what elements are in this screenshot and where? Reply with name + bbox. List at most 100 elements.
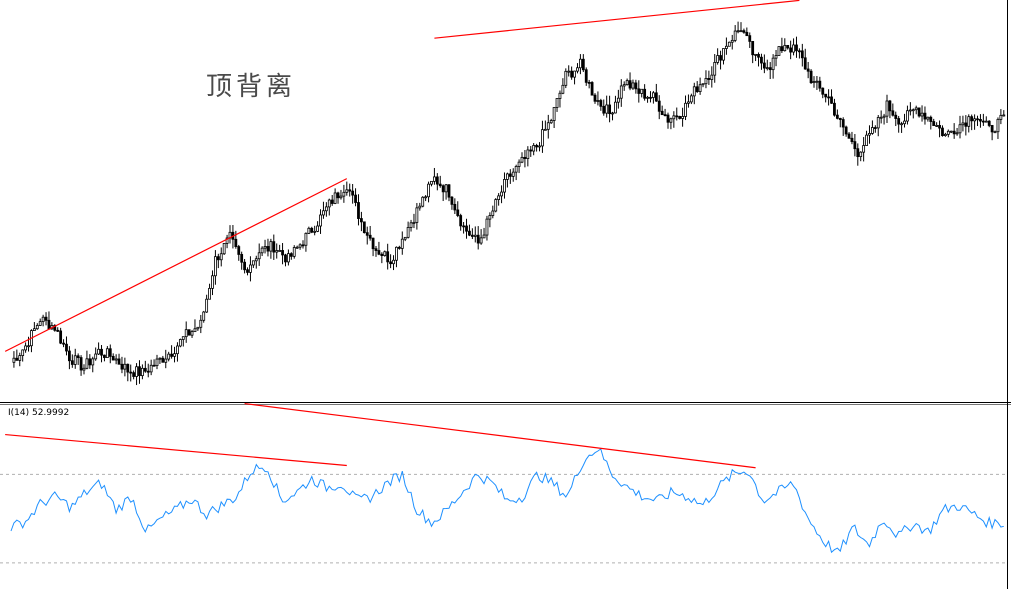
candle-body xyxy=(97,348,100,355)
candle-body xyxy=(406,227,410,238)
candle-body xyxy=(266,246,270,252)
candle-body xyxy=(579,58,582,69)
candle-body xyxy=(76,355,80,358)
candle-body xyxy=(611,112,614,115)
candle-body xyxy=(395,246,398,261)
candle-body xyxy=(871,127,874,134)
candle-body xyxy=(88,358,92,366)
candle-body xyxy=(681,116,684,119)
candle-body xyxy=(675,115,679,118)
candle-body xyxy=(371,237,375,250)
candle-body xyxy=(841,119,845,128)
candle-body xyxy=(345,189,349,193)
candle-body xyxy=(762,62,766,69)
candle-body xyxy=(652,92,655,98)
candle-body xyxy=(234,238,238,247)
candle-body xyxy=(704,78,708,85)
candle-body xyxy=(850,137,854,143)
candle-body xyxy=(535,145,538,148)
candle-body xyxy=(876,117,880,129)
candle-body xyxy=(815,80,819,83)
candle-body xyxy=(351,190,355,196)
candle-body xyxy=(555,98,559,108)
candle-body xyxy=(240,254,244,263)
candle-body xyxy=(564,70,568,86)
candle-body xyxy=(126,363,130,373)
candle-body xyxy=(666,114,670,123)
candle-body xyxy=(538,145,541,148)
candle-body xyxy=(263,246,267,249)
candle-body xyxy=(322,210,325,216)
candle-body xyxy=(990,125,994,133)
candle-body xyxy=(917,107,921,117)
candle-body xyxy=(41,316,45,323)
candle-body xyxy=(584,69,588,83)
candle-body xyxy=(412,221,416,224)
candle-body xyxy=(430,180,433,185)
candle-body xyxy=(754,53,757,56)
candle-body xyxy=(835,114,839,119)
candle-body xyxy=(765,67,769,70)
candle-body xyxy=(958,124,962,134)
candle-body xyxy=(593,94,597,102)
candle-body xyxy=(254,258,258,262)
chart-annotation: 顶背离 xyxy=(206,72,297,102)
candle-body xyxy=(868,132,871,136)
candle-body xyxy=(424,196,428,199)
candle-body xyxy=(155,358,159,366)
candle-body xyxy=(698,84,702,93)
candle-body xyxy=(243,261,247,271)
candle-body xyxy=(505,173,509,180)
candle-body xyxy=(873,127,877,129)
candle-body xyxy=(190,331,194,336)
candle-body xyxy=(570,70,574,78)
candle-body xyxy=(62,342,65,345)
candle-body xyxy=(812,81,816,84)
candle-body xyxy=(65,343,68,352)
candle-body xyxy=(692,86,696,97)
candle-body xyxy=(400,238,404,249)
candle-body xyxy=(444,184,448,193)
candle-body xyxy=(719,55,722,61)
candle-body xyxy=(135,366,138,377)
candle-body xyxy=(187,329,191,336)
candle-body xyxy=(158,357,162,360)
candle-body xyxy=(783,44,787,52)
candle-body xyxy=(383,251,387,256)
candle-body xyxy=(981,120,985,123)
candle-body xyxy=(900,123,903,126)
candle-body xyxy=(798,50,801,53)
candle-body xyxy=(891,110,895,116)
candle-body xyxy=(482,234,486,239)
candle-body xyxy=(91,358,95,366)
candle-body xyxy=(114,358,118,361)
candle-body xyxy=(281,250,284,256)
candle-body xyxy=(85,358,89,369)
candle-body xyxy=(202,311,206,321)
candle-body xyxy=(926,116,930,120)
candle-body xyxy=(27,345,30,348)
price-divergence-line xyxy=(4,178,348,352)
candle-body xyxy=(503,179,506,193)
candle-body xyxy=(865,134,868,146)
candle-body xyxy=(447,184,451,198)
candle-body xyxy=(789,47,793,53)
candle-body xyxy=(111,355,115,361)
candle-body xyxy=(333,192,337,204)
candle-body xyxy=(903,120,906,125)
candle-body xyxy=(313,230,317,233)
candle-body xyxy=(646,96,649,99)
candle-body xyxy=(935,125,939,127)
candle-body xyxy=(468,230,471,236)
candle-body xyxy=(631,82,635,89)
candle-body xyxy=(961,122,965,126)
candle-body xyxy=(771,57,775,71)
candle-body xyxy=(497,195,501,200)
candle-body xyxy=(129,371,133,374)
candle-body xyxy=(409,222,413,228)
candle-body xyxy=(827,96,830,99)
candle-body xyxy=(669,118,673,123)
candle-body xyxy=(979,119,982,122)
candle-body xyxy=(386,251,390,263)
candle-body xyxy=(149,364,153,373)
